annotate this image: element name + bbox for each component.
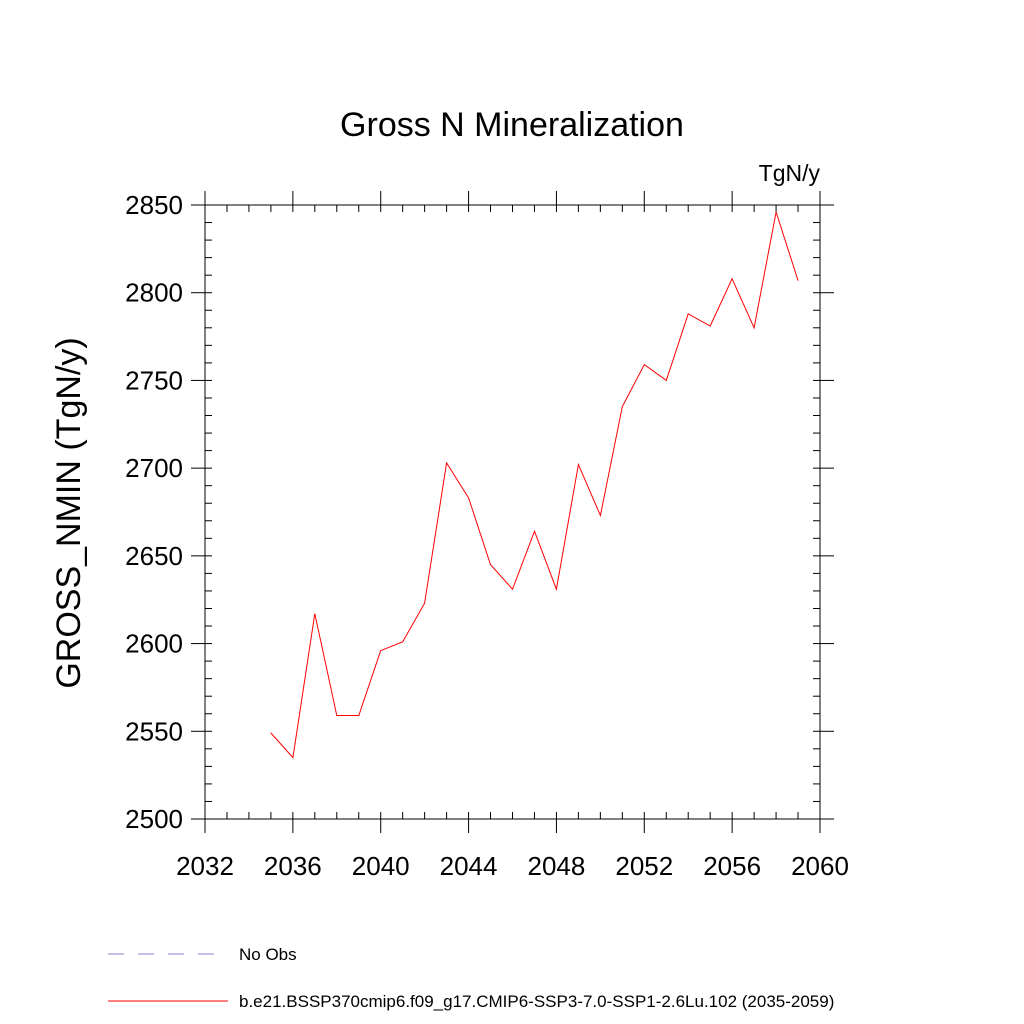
data-point [512,588,513,590]
x-tick-label: 2052 [615,851,673,881]
data-point [797,280,799,281]
axis-ticks: 2500 2550 2600 2650 2700 2750 2800 2850 2032 2036… [125,190,849,881]
data-point [665,380,667,381]
y-tick-label: 2650 [125,541,183,571]
y-tick-label: 2850 [125,190,183,220]
y-tick-label: 2800 [125,278,183,308]
data-point [621,406,623,408]
y-tick-label: 2750 [125,365,183,395]
x-tick-label: 2036 [264,851,322,881]
y-tick-label: 2600 [125,629,183,659]
data-point [402,641,404,643]
data-point [753,327,755,329]
data-point [534,530,535,532]
y-axis-label: GROSS_NMIN (TgN/y) [50,337,88,688]
data-point [731,278,733,280]
data-point [556,588,557,590]
y-tick-label: 2700 [125,453,183,483]
x-tick-label: 2060 [791,851,849,881]
data-point [424,602,426,604]
legend-label: b.e21.BSSP370cmip6.f09_g17.CMIP6-SSP3-7.… [239,992,834,1011]
legend-label: No Obs [239,945,297,964]
data-point [775,211,777,213]
data-point [490,564,491,566]
data-point [577,464,579,466]
units-label: TgN/y [759,160,821,186]
y-tick-label: 2550 [125,716,183,746]
x-tick-label: 2040 [352,851,410,881]
legend: No Obs b.e21.BSSP370cmip6.f09_g17.CMIP6-S… [108,945,834,1011]
x-tick-label: 2032 [176,851,234,881]
x-tick-label: 2044 [440,851,498,881]
series-line [270,211,799,759]
x-tick-label: 2048 [528,851,586,881]
data-point [336,715,338,716]
data-point [687,313,689,315]
data-point [292,757,294,758]
data-point [358,715,360,716]
series-layer [270,211,799,759]
data-point [709,325,711,327]
data-point [468,497,469,499]
data-point [643,364,645,366]
x-tick-label: 2056 [703,851,761,881]
data-point [380,650,382,651]
data-point [599,515,601,516]
chart-title: Gross N Mineralization [340,106,684,144]
data-point [446,462,448,464]
data-point [314,613,316,615]
y-tick-label: 2500 [125,804,183,834]
data-point [270,732,272,734]
